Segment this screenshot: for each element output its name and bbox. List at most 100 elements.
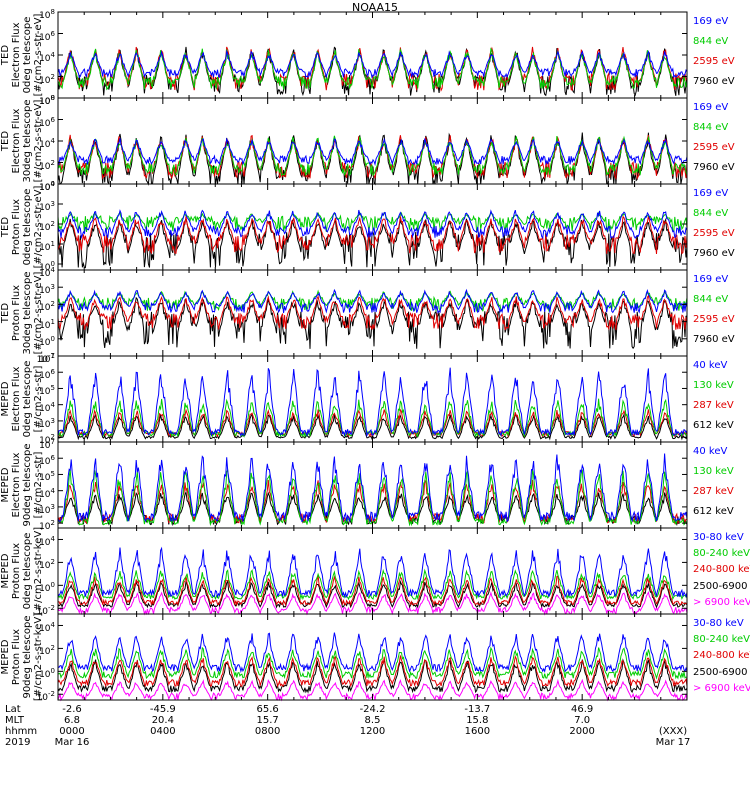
series-trace-8-3 xyxy=(57,655,688,688)
x-axis-value-mlt: 7.0 xyxy=(574,715,591,726)
legend-entry: 844 eV xyxy=(693,294,729,305)
y-label-line: MEPED xyxy=(0,553,11,589)
panel-8 xyxy=(57,613,688,702)
y-tick-label: 106 xyxy=(39,115,55,129)
x-axis-value-date: Mar 16 xyxy=(54,737,90,748)
y-tick-label: 102 xyxy=(39,519,55,533)
series-trace-4-2 xyxy=(57,294,688,331)
legend-entry: 130 keV xyxy=(693,380,734,391)
series-trace-1-1 xyxy=(57,46,688,97)
panel-y-label: MEPED Electron Flux 0deg telescope [#/cm2-s… xyxy=(0,361,44,438)
y-label-line: TED xyxy=(0,302,11,324)
y-tick-label: 10-2 xyxy=(36,690,55,704)
y-tick-label: 103 xyxy=(39,416,55,430)
legend-entry: 2500-6900 xyxy=(693,666,748,678)
y-label-line: [#/cm2-s-str-eV] xyxy=(33,185,44,269)
y-label-line: [#/cm2-s-str] xyxy=(33,451,44,519)
y-label-line: 0deg telescope xyxy=(22,188,33,266)
y-label-line: [#/cm2-s-str-eV] xyxy=(33,13,44,97)
y-label-line: Proton Flux xyxy=(11,198,22,256)
panel-y-label: TED Electron Flux 0deg telescope [#/cm2-s-s… xyxy=(0,14,44,97)
legend-entry: 2595 eV xyxy=(693,228,735,239)
y-label-line: Proton Flux xyxy=(11,542,22,600)
legend-entry: 30-80 keV xyxy=(693,618,744,629)
y-label-line: TED xyxy=(0,130,11,152)
legend-entry: 80-240 keV xyxy=(693,548,750,560)
x-axis-value-hhmm: 1600 xyxy=(464,726,491,737)
panel-1 xyxy=(57,11,688,99)
x-axis-value-hhmm: 0800 xyxy=(254,726,281,737)
legend-entry: 287 keV xyxy=(693,486,734,497)
series-trace-7-4 xyxy=(57,568,688,601)
y-tick-label: 107 xyxy=(39,352,55,365)
y-label-line: 30deg telescope xyxy=(22,99,33,183)
panel-3 xyxy=(57,183,688,271)
legend-entry: 2595 eV xyxy=(693,56,735,67)
series-trace-2-3 xyxy=(57,135,688,177)
y-tick-label: 102 xyxy=(39,300,55,314)
legend-entry: 40 keV xyxy=(693,446,728,457)
series-trace-4-4 xyxy=(57,288,688,315)
panel-y-label: MEPED Proton Flux 0deg telescope [#/cm2-s-s… xyxy=(0,527,44,615)
y-label-line: [#/cm2-s-str-eV] xyxy=(33,99,44,183)
y-label-line: MEPED xyxy=(0,467,11,503)
y-label-line: [#/cm2-s-str-keV] xyxy=(33,526,44,616)
y-label-line: [#/cm2-s-str-keV] xyxy=(33,612,44,702)
series-trace-6-3 xyxy=(57,468,688,527)
legend-entry: 2500-6900 xyxy=(693,580,748,592)
y-tick-label: 104 xyxy=(39,400,55,414)
panel-7 xyxy=(57,527,688,616)
series-trace-7-5 xyxy=(57,546,688,599)
series-trace-8-4 xyxy=(57,646,688,680)
x-axis-value-lat: -2.6 xyxy=(62,704,82,715)
series-trace-5-2 xyxy=(57,408,688,439)
legend-entry: 169 eV xyxy=(693,188,729,199)
y-tick-label: 108 xyxy=(39,8,55,21)
panel-y-label: MEPED Proton Flux 90deg telescope [#/cm2-s-… xyxy=(0,613,44,701)
x-axis-value-mlt: 8.5 xyxy=(364,715,381,726)
y-tick-label: 106 xyxy=(39,368,55,382)
x-row-label: hhmm xyxy=(5,726,38,737)
y-label-line: MEPED xyxy=(0,381,11,417)
legend-entry: 130 keV xyxy=(693,466,734,477)
y-tick-label: 106 xyxy=(39,454,55,468)
y-tick-label: 102 xyxy=(39,72,55,86)
legend-entry: 844 eV xyxy=(693,208,729,219)
panel-y-label: MEPED Electron Flux 90deg telescope [#/cm2-… xyxy=(0,443,44,526)
y-tick-label: 100 xyxy=(39,260,55,273)
y-label-line: Proton Flux xyxy=(11,284,22,342)
y-tick-label: 103 xyxy=(39,200,55,213)
y-tick-label: 10-2 xyxy=(36,604,55,618)
legend-entry: 80-240 keV xyxy=(693,634,750,646)
y-tick-label: 107 xyxy=(39,438,55,451)
panel-y-label: TED Electron Flux 30deg telescope [#/cm2-s-… xyxy=(0,99,44,182)
y-tick-label: 104 xyxy=(39,180,55,193)
x-axis-value-mlt: 15.8 xyxy=(466,715,489,726)
legend-entry: 844 eV xyxy=(693,36,729,47)
y-label-line: 0deg telescope xyxy=(22,16,33,94)
legend-entry: 612 keV xyxy=(693,506,734,517)
y-tick-label: 100 xyxy=(39,94,55,107)
legend-entry: > 6900 keV xyxy=(693,596,750,608)
x-axis-value-lat: 46.9 xyxy=(571,704,594,715)
y-tick-label: 102 xyxy=(39,558,55,572)
legend-entry: 7960 eV xyxy=(693,248,735,259)
y-label-line: 90deg telescope xyxy=(22,615,33,699)
x-axis-value-hhmm: 1200 xyxy=(359,726,386,737)
legend-entry: > 6900 keV xyxy=(693,682,750,694)
series-trace-7-2 xyxy=(57,579,688,609)
y-tick-label: 100 xyxy=(39,667,55,681)
y-tick-label: 105 xyxy=(39,470,55,484)
y-tick-label: 10-1 xyxy=(36,352,55,365)
series-trace-8-5 xyxy=(57,632,688,674)
y-tick-label: 104 xyxy=(39,621,55,635)
legend-entry: 7960 eV xyxy=(693,76,735,87)
y-tick-label: 100 xyxy=(39,180,55,193)
y-tick-label: 105 xyxy=(39,384,55,398)
y-label-line: TED xyxy=(0,44,11,66)
legend-entry: 169 eV xyxy=(693,274,729,285)
y-label-line: 0deg telescope xyxy=(22,532,33,610)
y-label-line: MEPED xyxy=(0,639,11,675)
panel-y-label: TED Proton Flux 30deg telescope [#/cm2-s-st… xyxy=(0,271,44,354)
